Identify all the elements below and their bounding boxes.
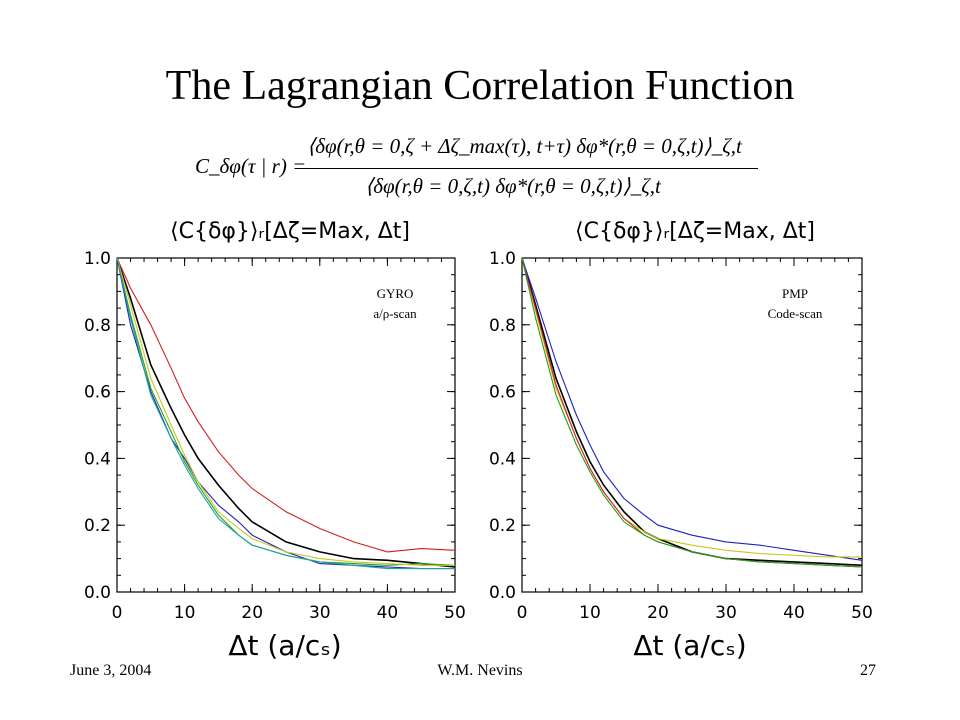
series-line-4 [116,257,456,566]
y-tick-label: 0.2 [84,516,111,536]
x-axis-label: Δt (a/cₛ) [633,629,746,662]
formula-lhs: C_δφ(τ | r) = [195,154,307,178]
y-tick-label: 0.0 [489,583,516,603]
series-line-2 [116,257,456,553]
formula-denominator: ⟨δφ(r,θ = 0,ζ,t) δφ*(r,θ = 0,ζ,t)⟩_ζ,t [365,174,661,198]
x-tick-label: 40 [783,603,805,623]
y-tick-label: 1.0 [489,249,516,269]
y-tick-label: 0.8 [489,316,516,336]
footer-author: W.M. Nevins [437,662,523,679]
x-axis-label: Δt (a/cₛ) [228,629,341,662]
x-tick-label: 10 [174,603,196,623]
y-tick-label: 0.0 [84,583,111,603]
x-tick-label: 0 [517,603,528,623]
x-tick-label: 50 [851,603,873,623]
series-line-2 [521,257,863,561]
y-tick-label: 0.2 [489,516,516,536]
y-tick-label: 0.6 [489,383,516,403]
correlation-formula: C_δφ(τ | r) = ⟨δφ(r,θ = 0,ζ + Δζ_max(τ),… [195,130,765,205]
y-tick-label: 0.8 [84,316,111,336]
y-tick-label: 0.4 [84,449,111,469]
plot-annotation: a/ρ-scan [373,306,417,321]
footer-date: June 3, 2004 [70,662,152,679]
plot-annotation: Code-scan [768,306,823,321]
series-line-1 [116,257,456,568]
series-line-6 [116,257,455,570]
plot-annotation: PMP [782,286,808,301]
footer-page-number: 27 [860,662,876,679]
x-tick-label: 20 [647,603,669,623]
plot-title: ⟨C{δφ}⟩ᵣ[Δζ=Max, Δt] [170,219,410,244]
x-tick-label: 30 [309,603,331,623]
series-line-4 [521,257,863,568]
series-line-5 [521,257,863,568]
x-tick-label: 10 [579,603,601,623]
y-tick-label: 0.4 [489,449,516,469]
series-line-1 [521,257,863,567]
y-tick-label: 0.6 [84,383,111,403]
y-tick-label: 1.0 [84,249,111,269]
series-line-3 [521,257,862,558]
series-line-3 [116,257,455,570]
formula-numerator: ⟨δφ(r,θ = 0,ζ + Δζ_max(τ), t+τ) δφ*(r,θ … [307,134,742,158]
x-tick-label: 30 [715,603,737,623]
fraction-bar [303,168,758,169]
x-tick-label: 50 [444,603,466,623]
x-tick-label: 0 [112,603,123,623]
plot-title: ⟨C{δφ}⟩ᵣ[Δζ=Max, Δt] [575,219,815,244]
x-tick-label: 20 [241,603,263,623]
x-tick-label: 40 [377,603,399,623]
series-line-5 [116,257,455,566]
plot-annotation: GYRO [377,286,414,301]
slide-title: The Lagrangian Correlation Function [165,63,795,109]
